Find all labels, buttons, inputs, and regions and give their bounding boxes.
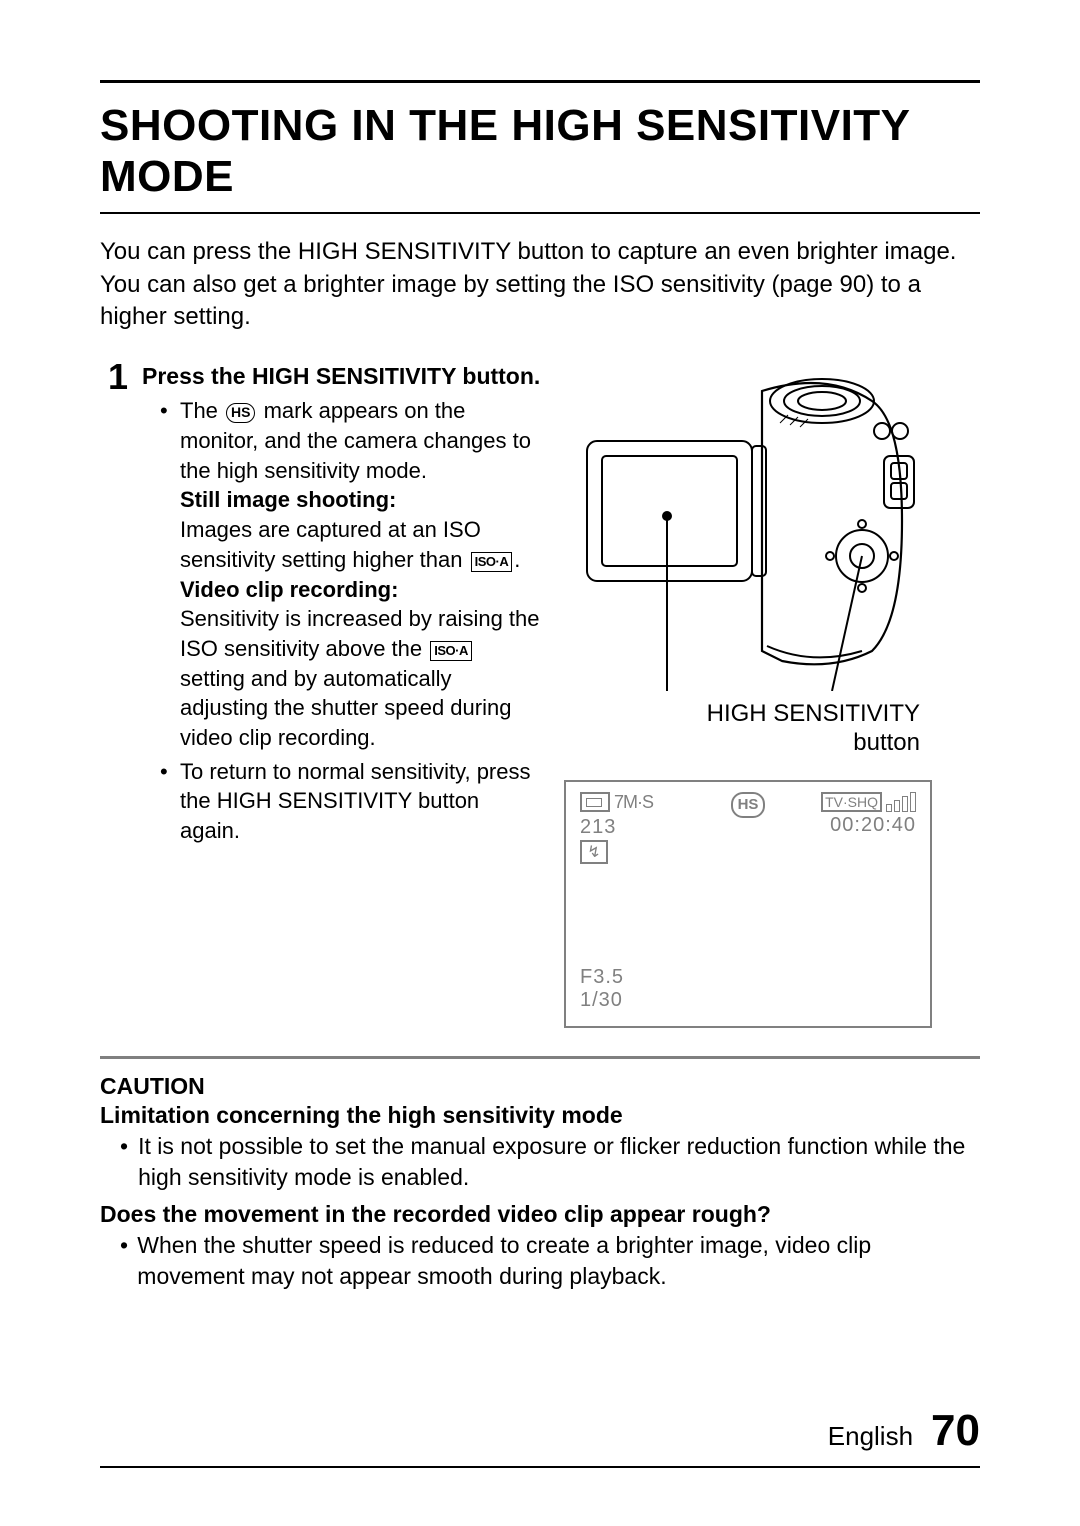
bullet-dot-icon: • [160, 757, 170, 846]
card-icon [580, 792, 610, 812]
b1-pre: The [180, 398, 224, 423]
screen-top-left: 7M·S [580, 792, 653, 813]
bullet-1: • The HS mark appears on the monitor, an… [142, 396, 542, 752]
still-pre: Images are captured at an ISO sensitivit… [180, 517, 481, 572]
illustration-column: HIGH SENSITIVITY button 7M·S 213 ↯ HS TV… [562, 361, 980, 1028]
illus-label-1: HIGH SENSITIVITY [707, 700, 920, 727]
illustration-label: HIGH SENSITIVITY button [562, 700, 980, 758]
step-heading: Press the HIGH SENSITIVITY button. [142, 361, 542, 392]
step-text: Press the HIGH SENSITIVITY button. • The… [142, 361, 542, 1028]
screen-hs-badge: HS [731, 792, 765, 818]
bullet-dot-icon: • [160, 396, 170, 752]
screen-resolution: 7M·S [614, 792, 653, 813]
screen-shutter: 1/30 [580, 989, 624, 1012]
video-post: setting and by automatically adjusting t… [180, 666, 511, 750]
screen-top-right: TV·SHQ 00:20:40 [821, 792, 916, 837]
section-divider [100, 1056, 980, 1059]
top-rule [100, 80, 980, 83]
monitor-preview: 7M·S 213 ↯ HS TV·SHQ 00:20:40 [564, 780, 932, 1028]
bottom-rule [100, 1466, 980, 1468]
video-head: Video clip recording: [180, 575, 542, 605]
screen-time: 00:20:40 [821, 814, 916, 837]
footer-page-number: 70 [931, 1406, 980, 1456]
page: SHOOTING IN THE HIGH SENSITIVITY MODE Yo… [0, 0, 1080, 1526]
step-number: 1 [100, 359, 128, 395]
title-rule [100, 212, 980, 214]
flash-icon: ↯ [580, 840, 608, 864]
screen-bottom-left: F3.5 1/30 [580, 966, 624, 1012]
illus-label-2: button [853, 729, 920, 756]
video-pre: Sensitivity is increased by raising the … [180, 606, 540, 661]
flash-glyph: ↯ [587, 842, 600, 862]
footer: English 70 [828, 1406, 980, 1456]
caution-bullet-2: • When the shutter speed is reduced to c… [100, 1230, 980, 1292]
camera-illustration [562, 361, 932, 691]
rec-quality-badge: TV·SHQ [821, 792, 882, 812]
caution-b1-text: It is not possible to set the manual exp… [138, 1131, 980, 1193]
intro-text: You can press the HIGH SENSITIVITY butto… [100, 236, 980, 333]
caution-head: CAUTION [100, 1073, 980, 1100]
step-body: Press the HIGH SENSITIVITY button. • The… [142, 361, 980, 1028]
caution-block: CAUTION Limitation concerning the high s… [100, 1073, 980, 1292]
caution-b2-text: When the shutter speed is reduced to cre… [137, 1230, 980, 1292]
iso-badge-icon-2: ISO·A [430, 641, 472, 661]
screen-fstop: F3.5 [580, 966, 624, 989]
bullet-1-text: The HS mark appears on the monitor, and … [180, 396, 542, 752]
caution-sub-1: Limitation concerning the high sensitivi… [100, 1102, 980, 1129]
still-head: Still image shooting: [180, 485, 542, 515]
bullet-2-text: To return to normal sensitivity, press t… [180, 757, 542, 846]
caution-bullet-1: • It is not possible to set the manual e… [100, 1131, 980, 1193]
page-title: SHOOTING IN THE HIGH SENSITIVITY MODE [100, 101, 980, 202]
battery-icon [886, 792, 916, 812]
footer-language: English [828, 1421, 913, 1452]
screen-count: 213 [580, 816, 616, 839]
caution-sub-2: Does the movement in the recorded video … [100, 1201, 980, 1228]
bullet-2: • To return to normal sensitivity, press… [142, 757, 542, 846]
hs-badge-icon: HS [226, 403, 255, 423]
bullet-dot-icon: • [120, 1230, 129, 1292]
still-post: . [514, 547, 520, 572]
bullet-dot-icon: • [120, 1131, 130, 1193]
step-1: 1 Press the HIGH SENSITIVITY button. • T… [100, 361, 980, 1028]
iso-badge-icon: ISO·A [471, 552, 513, 572]
